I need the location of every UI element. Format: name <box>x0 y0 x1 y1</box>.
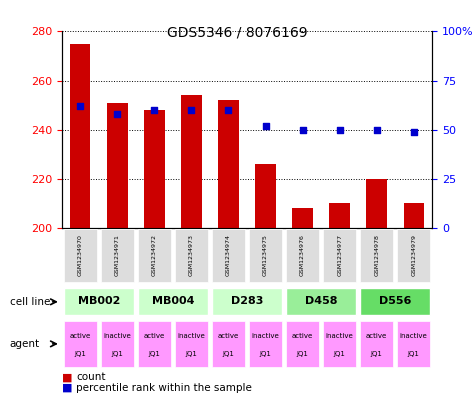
FancyBboxPatch shape <box>249 321 282 367</box>
Text: MB002: MB002 <box>77 296 120 306</box>
Text: JQ1: JQ1 <box>148 351 160 357</box>
FancyBboxPatch shape <box>175 229 208 282</box>
Text: active: active <box>292 333 313 339</box>
FancyBboxPatch shape <box>212 229 245 282</box>
Bar <box>70 44 90 228</box>
Point <box>151 107 158 113</box>
Text: ■: ■ <box>62 372 72 382</box>
Bar <box>181 95 201 228</box>
Bar <box>107 103 127 228</box>
Text: GSM1234979: GSM1234979 <box>411 235 416 276</box>
Text: JQ1: JQ1 <box>112 351 124 357</box>
Text: GSM1234972: GSM1234972 <box>152 235 157 276</box>
Text: JQ1: JQ1 <box>222 351 235 357</box>
FancyBboxPatch shape <box>64 321 97 367</box>
Text: JQ1: JQ1 <box>185 351 198 357</box>
Text: inactive: inactive <box>400 333 428 339</box>
Text: count: count <box>76 372 105 382</box>
Text: D556: D556 <box>379 296 411 306</box>
FancyBboxPatch shape <box>286 229 319 282</box>
Bar <box>404 204 424 228</box>
Text: GSM1234970: GSM1234970 <box>78 235 83 276</box>
Text: ■: ■ <box>62 383 72 393</box>
FancyBboxPatch shape <box>286 321 319 367</box>
FancyBboxPatch shape <box>360 321 393 367</box>
Text: active: active <box>144 333 165 339</box>
Text: MB004: MB004 <box>152 296 194 306</box>
FancyBboxPatch shape <box>360 288 430 315</box>
Text: inactive: inactive <box>104 333 131 339</box>
Text: percentile rank within the sample: percentile rank within the sample <box>76 383 252 393</box>
Text: JQ1: JQ1 <box>333 351 346 357</box>
FancyBboxPatch shape <box>323 229 356 282</box>
FancyBboxPatch shape <box>212 321 245 367</box>
FancyBboxPatch shape <box>249 229 282 282</box>
FancyBboxPatch shape <box>138 321 171 367</box>
Text: active: active <box>366 333 387 339</box>
Bar <box>144 110 164 228</box>
Point <box>262 123 269 129</box>
FancyBboxPatch shape <box>64 229 97 282</box>
Point <box>410 129 418 135</box>
Text: active: active <box>70 333 91 339</box>
Text: GSM1234974: GSM1234974 <box>226 235 231 276</box>
Text: JQ1: JQ1 <box>260 351 272 357</box>
FancyBboxPatch shape <box>286 288 356 315</box>
Bar <box>293 208 313 228</box>
Point <box>336 127 343 133</box>
Text: active: active <box>218 333 239 339</box>
Text: inactive: inactive <box>178 333 205 339</box>
Text: JQ1: JQ1 <box>296 351 309 357</box>
FancyBboxPatch shape <box>64 288 134 315</box>
Point <box>76 103 84 109</box>
Text: D283: D283 <box>231 296 263 306</box>
Text: GDS5346 / 8076169: GDS5346 / 8076169 <box>167 26 308 40</box>
FancyBboxPatch shape <box>138 229 171 282</box>
Point <box>299 127 306 133</box>
FancyBboxPatch shape <box>212 288 282 315</box>
Point <box>114 111 121 117</box>
Point <box>225 107 232 113</box>
Text: JQ1: JQ1 <box>408 351 420 357</box>
FancyBboxPatch shape <box>397 321 430 367</box>
FancyBboxPatch shape <box>323 321 356 367</box>
Text: GSM1234977: GSM1234977 <box>337 235 342 276</box>
FancyBboxPatch shape <box>175 321 208 367</box>
Bar <box>367 179 387 228</box>
Text: JQ1: JQ1 <box>371 351 383 357</box>
Text: GSM1234978: GSM1234978 <box>374 235 379 276</box>
Bar <box>256 164 276 228</box>
Bar <box>218 100 238 228</box>
Text: agent: agent <box>10 339 39 349</box>
FancyBboxPatch shape <box>101 321 134 367</box>
Text: JQ1: JQ1 <box>74 351 86 357</box>
Text: GSM1234971: GSM1234971 <box>115 235 120 276</box>
Text: D458: D458 <box>305 296 337 306</box>
Text: GSM1234973: GSM1234973 <box>189 235 194 276</box>
FancyBboxPatch shape <box>360 229 393 282</box>
Text: inactive: inactive <box>252 333 279 339</box>
Text: cell line: cell line <box>10 297 50 307</box>
Text: GSM1234975: GSM1234975 <box>263 235 268 276</box>
FancyBboxPatch shape <box>397 229 430 282</box>
Bar <box>330 204 350 228</box>
FancyBboxPatch shape <box>138 288 208 315</box>
Point <box>373 127 380 133</box>
Text: GSM1234976: GSM1234976 <box>300 235 305 276</box>
Point <box>188 107 195 113</box>
Text: inactive: inactive <box>326 333 353 339</box>
FancyBboxPatch shape <box>101 229 134 282</box>
